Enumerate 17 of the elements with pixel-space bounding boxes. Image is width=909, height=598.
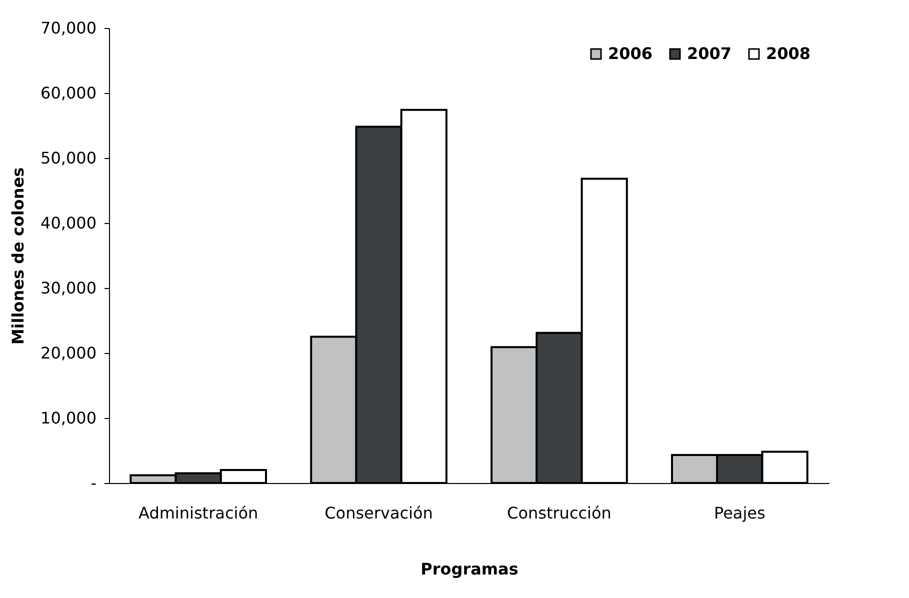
legend-label: 2007 <box>687 44 732 63</box>
x-tick-label: Administración <box>138 504 258 522</box>
y-tick-label: 70,000 <box>40 18 96 38</box>
x-tick-label: Construcción <box>507 504 612 522</box>
x-axis-title: Programas <box>420 560 518 578</box>
x-tick-label: Peajes <box>714 504 766 522</box>
y-tick-label: 20,000 <box>40 344 96 362</box>
y-tick-label: 60,000 <box>40 84 96 102</box>
legend-label: 2006 <box>608 44 653 63</box>
y-tick-label: 30,000 <box>40 278 96 298</box>
y-tick-label: 40,000 <box>40 214 96 232</box>
legend-label: 2008 <box>766 44 811 63</box>
y-tick-label: - <box>90 474 96 492</box>
y-tick-label: 50,000 <box>40 148 96 168</box>
x-tick-label: Conservación <box>324 504 433 522</box>
y-tick-label: 10,000 <box>40 408 96 428</box>
y-axis-title: Millones de colones <box>8 167 28 345</box>
